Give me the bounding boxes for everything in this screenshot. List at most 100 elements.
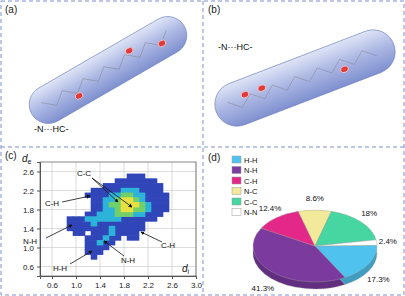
fingerprint-point bbox=[127, 178, 134, 183]
data-label: 17.3% bbox=[367, 275, 390, 284]
fingerprint-point bbox=[85, 226, 92, 231]
tick-mark bbox=[172, 276, 173, 279]
fingerprint-point bbox=[109, 202, 116, 207]
fingerprint-point bbox=[109, 235, 116, 240]
contact-spot bbox=[74, 91, 84, 100]
fingerprint-point bbox=[115, 216, 122, 221]
fingerprint-point bbox=[91, 254, 98, 259]
fingerprint-point bbox=[79, 231, 86, 236]
fingerprint-point bbox=[91, 216, 98, 221]
tick-mark bbox=[37, 210, 40, 211]
fingerprint-point bbox=[139, 202, 146, 207]
fingerprint-point bbox=[139, 216, 146, 221]
tick: 1.8 bbox=[119, 276, 131, 290]
fingerprint-point bbox=[133, 178, 140, 183]
contact-spot bbox=[340, 65, 350, 73]
fingerprint-point bbox=[91, 193, 98, 198]
fingerprint-point bbox=[127, 188, 134, 193]
fingerprint-point bbox=[157, 197, 164, 202]
fingerprint-point bbox=[103, 216, 110, 221]
fingerprint-point bbox=[145, 197, 152, 202]
fingerprint-point bbox=[73, 221, 80, 226]
tick-mark bbox=[148, 276, 149, 279]
fingerprint-point bbox=[127, 216, 134, 221]
fingerprint-point bbox=[127, 226, 134, 231]
tick-label: 0.6 bbox=[23, 263, 35, 272]
fingerprint-point bbox=[127, 221, 134, 226]
tick-mark bbox=[196, 276, 197, 279]
fingerprint-point bbox=[139, 178, 146, 183]
x-axis: 0.61.01.41.82.22.63.0 bbox=[41, 276, 203, 290]
tick: 1.0 bbox=[71, 276, 83, 290]
fingerprint-point bbox=[103, 221, 110, 226]
fingerprint-point bbox=[127, 202, 134, 207]
fingerprint-point bbox=[139, 193, 146, 198]
fingerprint-point bbox=[115, 188, 122, 193]
tick: 1.4 bbox=[23, 225, 40, 234]
fingerprint-point bbox=[133, 221, 140, 226]
fingerprint-point bbox=[151, 193, 158, 198]
fingerprint-point bbox=[115, 231, 122, 236]
fingerprint-point bbox=[97, 235, 104, 240]
annotation-arrow bbox=[104, 241, 124, 256]
fingerprint-point bbox=[91, 245, 98, 250]
fingerprint-point bbox=[97, 202, 104, 207]
fingerprint-point bbox=[97, 231, 104, 236]
fingerprint-point bbox=[103, 197, 110, 202]
fingerprint-point bbox=[121, 188, 128, 193]
tick: 2.6 bbox=[167, 276, 179, 290]
tick: 0.6 bbox=[47, 276, 59, 290]
fingerprint-point bbox=[121, 216, 128, 221]
tick-label: 3.0 bbox=[191, 281, 203, 290]
tick-label: 1.4 bbox=[23, 225, 35, 234]
fingerprint-point bbox=[109, 207, 116, 212]
legend-swatch bbox=[232, 198, 241, 205]
fingerprint-point bbox=[139, 212, 146, 217]
data-label: 41.3% bbox=[252, 284, 275, 293]
fingerprint-point bbox=[103, 226, 110, 231]
axis-line bbox=[37, 163, 41, 277]
pie-slice bbox=[315, 240, 377, 246]
data-label: 8.6% bbox=[306, 194, 324, 203]
fingerprint-point bbox=[115, 221, 122, 226]
fingerprint-point bbox=[157, 193, 164, 198]
axis-line bbox=[41, 277, 197, 280]
data-label: 18% bbox=[361, 209, 377, 218]
tick-mark bbox=[124, 276, 125, 279]
annotation-arrow bbox=[70, 251, 92, 264]
fingerprint-point bbox=[121, 183, 128, 188]
legend-swatch bbox=[232, 156, 241, 163]
y-axis-title: de bbox=[22, 153, 32, 165]
fingerprint-point bbox=[91, 221, 98, 226]
fingerprint-point bbox=[133, 183, 140, 188]
fingerprint-point bbox=[79, 226, 86, 231]
fingerprint-point bbox=[139, 197, 146, 202]
fingerprint-point bbox=[109, 221, 116, 226]
fingerprint-point bbox=[97, 207, 104, 212]
fingerprint-point bbox=[139, 183, 146, 188]
fingerprint-point bbox=[157, 188, 164, 193]
fingerprint-point bbox=[97, 240, 104, 245]
divider-horizontal bbox=[1, 147, 404, 148]
tick-label: 1.8 bbox=[23, 206, 35, 215]
fingerprint-point bbox=[73, 226, 80, 231]
fingerprint-point bbox=[121, 231, 128, 236]
tick-label: 2.6 bbox=[167, 281, 179, 290]
tick-mark bbox=[52, 276, 53, 279]
tick-mark bbox=[37, 267, 40, 268]
contact-spot bbox=[124, 46, 134, 55]
fingerprint-point bbox=[145, 178, 152, 183]
annotation-arrow bbox=[92, 178, 118, 202]
annotation-label: C-H bbox=[45, 199, 59, 208]
x-axis-title: di bbox=[182, 263, 190, 275]
legend-label: N-C bbox=[244, 187, 258, 196]
fingerprint-point bbox=[151, 183, 158, 188]
fingerprint-point bbox=[97, 193, 104, 198]
surface-body bbox=[208, 23, 401, 132]
tick-label: 1.0 bbox=[71, 281, 83, 290]
data-label: 12.4% bbox=[259, 204, 282, 213]
fingerprint-point bbox=[133, 235, 140, 240]
legend-swatch bbox=[232, 167, 241, 174]
fingerprint-point bbox=[163, 197, 170, 202]
legend-swatch bbox=[232, 177, 241, 184]
